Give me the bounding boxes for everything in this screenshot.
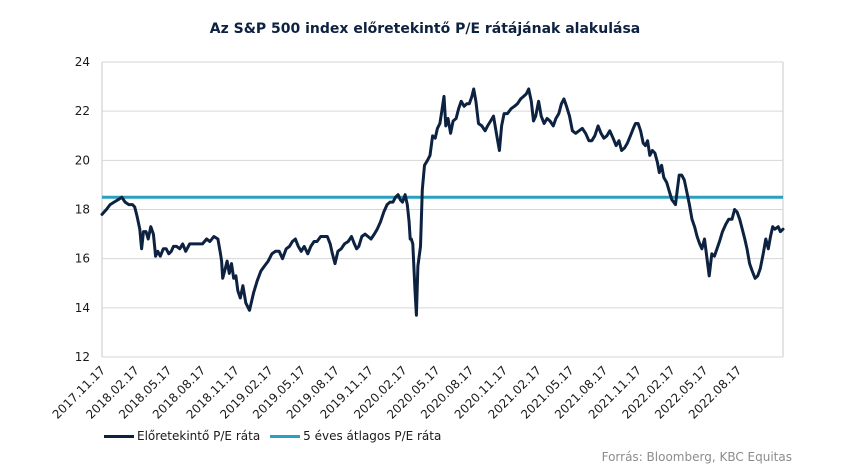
y-tick-label: 20 [75,153,90,167]
y-tick-label: 16 [75,252,90,266]
y-tick-label: 14 [75,301,90,315]
legend-item-forward-pe: Előretekintő P/E ráta [104,429,260,443]
forward-pe-line [100,87,785,317]
legend-swatch-forward-pe [104,434,134,438]
y-tick-label: 12 [75,350,90,364]
chart-title: Az S&P 500 index előretekintő P/E rátájá… [209,21,641,37]
y-gridlines [102,61,783,358]
y-tick-label: 24 [75,55,90,69]
legend-swatch-average-pe [270,434,301,438]
y-tick-labels: 12 14 16 18 20 22 24 [75,55,90,364]
x-tick-labels: 2017.11.172018.02.172018.05.172018.08.17… [50,363,745,421]
legend: Előretekintő P/E ráta 5 éves átlagos P/E… [104,429,451,443]
legend-label-average-pe: 5 éves átlagos P/E ráta [303,429,442,443]
y-tick-label: 22 [75,104,90,118]
source-note: Forrás: Bloomberg, KBC Equitas [601,450,792,464]
y-tick-label: 18 [75,203,90,217]
legend-item-average-pe: 5 éves átlagos P/E ráta [270,429,441,443]
legend-label-forward-pe: Előretekintő P/E ráta [137,429,261,443]
